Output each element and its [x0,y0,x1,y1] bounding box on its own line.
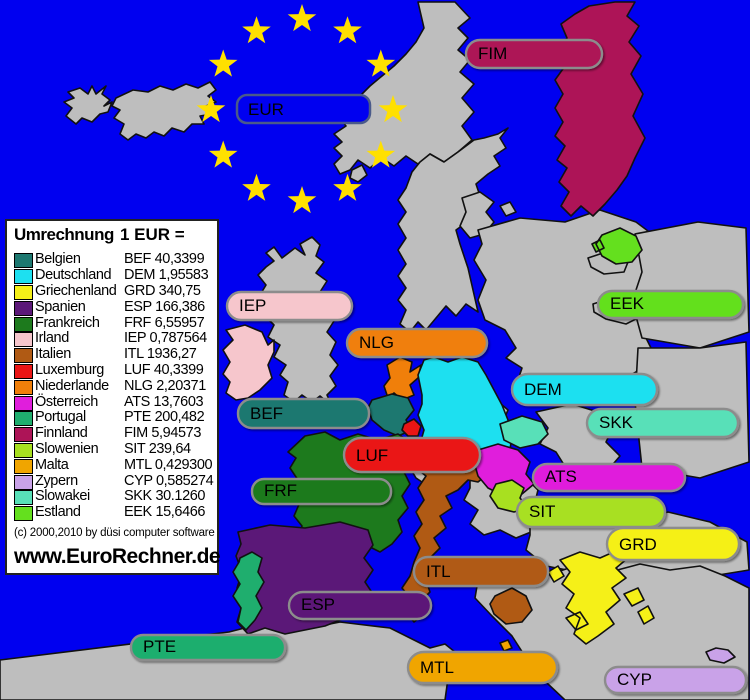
svg-text:SIT: SIT [529,502,555,521]
svg-text:FIM: FIM [478,44,507,63]
svg-text:ITL: ITL [426,562,451,581]
svg-text:FRF: FRF [264,481,297,500]
svg-text:MTL: MTL [420,658,454,677]
svg-text:GRD: GRD [619,535,657,554]
svg-text:SKK: SKK [599,413,634,432]
svg-text:ATS: ATS [545,467,577,486]
svg-text:NLG: NLG [359,333,394,352]
svg-text:PTE: PTE [143,637,176,656]
svg-text:EUR: EUR [248,100,284,119]
svg-text:BEF: BEF [250,404,283,423]
svg-text:EEK: EEK [610,294,645,313]
svg-text:DEM: DEM [524,380,562,399]
svg-text:LUF: LUF [356,446,388,465]
svg-text:ESP: ESP [301,595,335,614]
svg-text:IEP: IEP [239,296,266,315]
svg-text:CYP: CYP [617,670,652,689]
